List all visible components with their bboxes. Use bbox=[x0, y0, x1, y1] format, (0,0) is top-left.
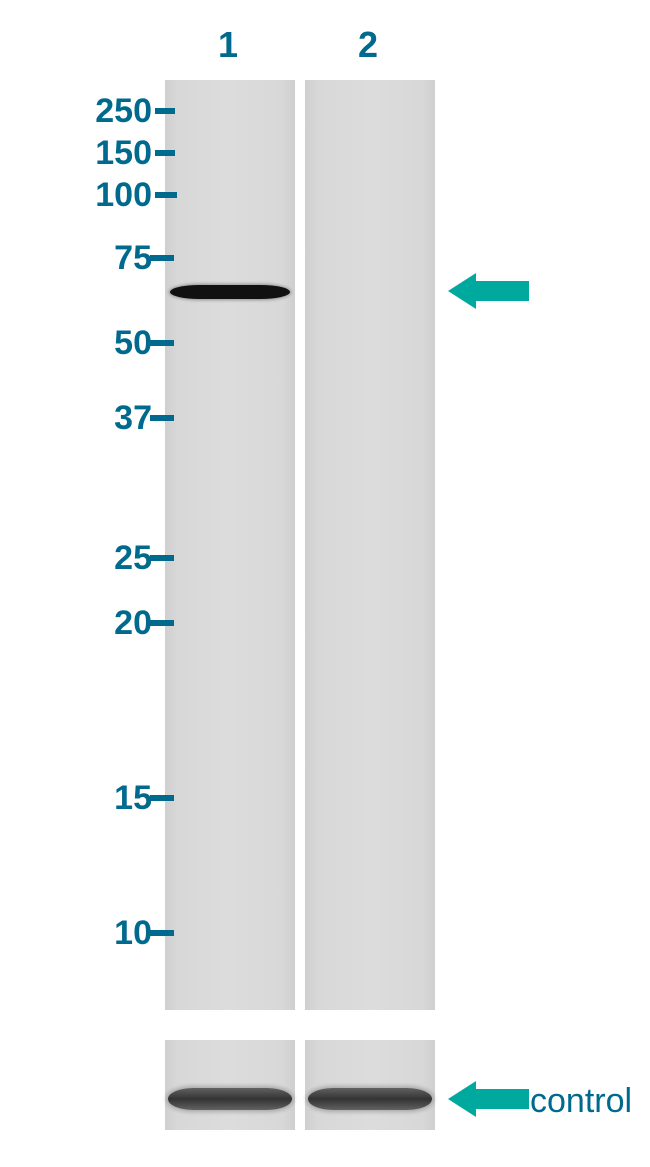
marker-25-tick bbox=[150, 555, 174, 561]
control-lane-2 bbox=[305, 1040, 435, 1130]
marker-37-tick bbox=[150, 415, 174, 421]
marker-150-tick bbox=[155, 150, 175, 156]
marker-75: 75 bbox=[52, 239, 152, 278]
lane-1-label: 1 bbox=[218, 24, 238, 66]
target-band-lane1 bbox=[170, 285, 290, 299]
marker-15: 15 bbox=[52, 779, 152, 818]
control-band-lane2 bbox=[308, 1088, 432, 1110]
marker-100: 100 bbox=[52, 176, 152, 215]
arrow-shaft bbox=[474, 1089, 529, 1109]
western-blot-figure: 1 2 250 150 100 75 50 37 25 20 15 10 bbox=[0, 20, 650, 1020]
marker-10: 10 bbox=[52, 914, 152, 953]
control-band-lane1 bbox=[168, 1088, 292, 1110]
marker-50: 50 bbox=[52, 324, 152, 363]
control-blot: control bbox=[0, 1040, 650, 1160]
marker-75-tick bbox=[150, 255, 174, 261]
marker-37: 37 bbox=[52, 399, 152, 438]
marker-20-tick bbox=[150, 620, 174, 626]
lane-2 bbox=[305, 80, 435, 1010]
arrow-head-icon bbox=[448, 273, 476, 309]
marker-150: 150 bbox=[52, 134, 152, 173]
marker-50-tick bbox=[150, 340, 174, 346]
marker-250: 250 bbox=[52, 92, 152, 131]
control-label: control bbox=[530, 1082, 632, 1121]
marker-20: 20 bbox=[52, 604, 152, 643]
control-arrow-icon bbox=[448, 1086, 533, 1116]
target-arrow-icon bbox=[448, 278, 533, 308]
marker-250-tick bbox=[155, 108, 175, 114]
marker-25: 25 bbox=[52, 539, 152, 578]
marker-10-tick bbox=[150, 930, 174, 936]
marker-15-tick bbox=[150, 795, 174, 801]
marker-100-tick bbox=[155, 192, 177, 198]
lane-2-label: 2 bbox=[358, 24, 378, 66]
control-lane-1 bbox=[165, 1040, 295, 1130]
arrow-shaft bbox=[474, 281, 529, 301]
lane-1 bbox=[165, 80, 295, 1010]
arrow-head-icon bbox=[448, 1081, 476, 1117]
